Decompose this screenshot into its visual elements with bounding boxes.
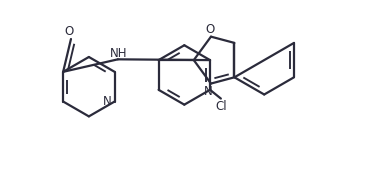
Text: Cl: Cl: [215, 100, 227, 113]
Text: N: N: [203, 85, 212, 98]
Text: O: O: [206, 23, 215, 36]
Text: NH: NH: [110, 46, 127, 60]
Text: N: N: [102, 95, 111, 108]
Text: O: O: [64, 26, 73, 39]
